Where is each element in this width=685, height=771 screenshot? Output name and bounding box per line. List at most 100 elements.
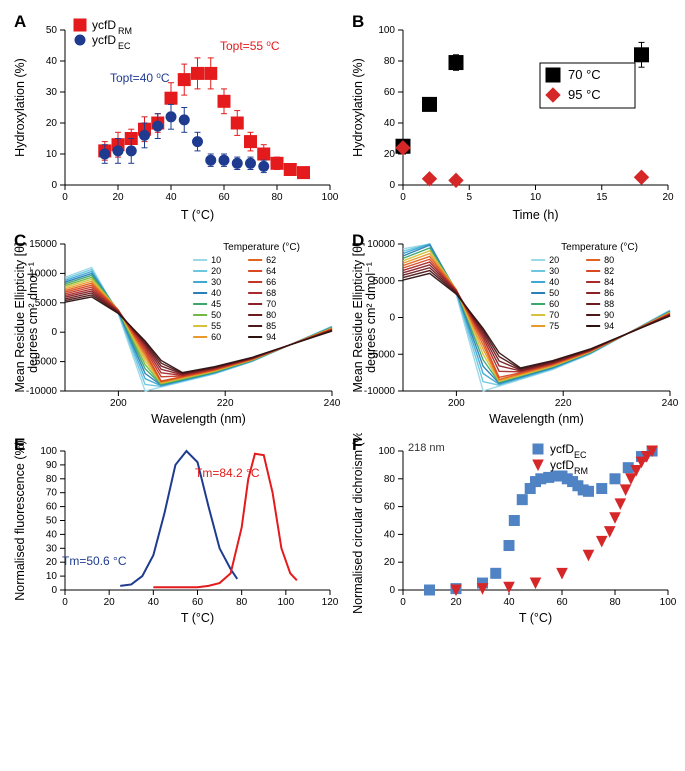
svg-text:Tm=50.6 °C: Tm=50.6 °C bbox=[62, 554, 127, 568]
svg-text:60: 60 bbox=[218, 192, 230, 203]
svg-text:0: 0 bbox=[62, 597, 68, 608]
svg-text:240: 240 bbox=[662, 398, 678, 409]
svg-text:10: 10 bbox=[530, 192, 542, 203]
svg-text:64: 64 bbox=[266, 266, 276, 276]
svg-text:degrees cm² dmol⁻¹: degrees cm² dmol⁻¹ bbox=[26, 262, 40, 373]
svg-text:degrees cm² dmol⁻¹: degrees cm² dmol⁻¹ bbox=[364, 262, 378, 373]
svg-text:80: 80 bbox=[604, 255, 614, 265]
svg-text:40: 40 bbox=[549, 277, 559, 287]
svg-text:218 nm: 218 nm bbox=[408, 442, 445, 454]
svg-text:10000: 10000 bbox=[367, 239, 395, 250]
svg-text:0: 0 bbox=[51, 180, 57, 191]
svg-text:Mean Residue Ellipticity [θ]: Mean Residue Ellipticity [θ] bbox=[351, 242, 365, 392]
svg-text:86: 86 bbox=[604, 288, 614, 298]
svg-text:50: 50 bbox=[549, 288, 559, 298]
svg-text:20: 20 bbox=[211, 266, 221, 276]
svg-text:45: 45 bbox=[211, 299, 221, 309]
svg-text:220: 220 bbox=[555, 398, 572, 409]
svg-text:50: 50 bbox=[211, 310, 221, 320]
svg-text:20: 20 bbox=[450, 597, 462, 608]
svg-text:20: 20 bbox=[549, 255, 559, 265]
svg-text:80: 80 bbox=[384, 474, 396, 485]
panel-label-B: B bbox=[352, 12, 364, 32]
svg-text:0: 0 bbox=[389, 180, 395, 191]
svg-text:200: 200 bbox=[110, 398, 127, 409]
svg-text:-10000: -10000 bbox=[364, 386, 396, 397]
svg-text:94: 94 bbox=[266, 332, 276, 342]
svg-text:0: 0 bbox=[400, 192, 406, 203]
svg-text:30: 30 bbox=[46, 87, 58, 98]
svg-text:60: 60 bbox=[384, 87, 396, 98]
svg-text:40: 40 bbox=[384, 529, 396, 540]
panel-A: A02040608010001020304050T (°C)Hydroxylat… bbox=[10, 10, 340, 225]
svg-text:20: 20 bbox=[46, 118, 58, 129]
svg-text:Time (h): Time (h) bbox=[512, 208, 558, 222]
svg-text:T (°C): T (°C) bbox=[519, 611, 552, 625]
svg-text:60: 60 bbox=[549, 299, 559, 309]
svg-text:70: 70 bbox=[266, 299, 276, 309]
svg-text:Temperature (°C): Temperature (°C) bbox=[223, 242, 300, 253]
svg-text:20: 20 bbox=[112, 192, 124, 203]
svg-text:T (°C): T (°C) bbox=[181, 208, 214, 222]
svg-text:T (°C): T (°C) bbox=[181, 611, 214, 625]
svg-text:40: 40 bbox=[503, 597, 515, 608]
svg-text:Wavelength (nm): Wavelength (nm) bbox=[489, 412, 584, 426]
svg-text:0: 0 bbox=[389, 585, 395, 596]
svg-text:240: 240 bbox=[324, 398, 340, 409]
svg-text:70: 70 bbox=[46, 488, 58, 499]
svg-text:-10000: -10000 bbox=[26, 386, 58, 397]
panel-D: D200220240-10000-50000500010000Wavelengt… bbox=[348, 229, 678, 429]
panel-B: B05101520020406080100Time (h)Hydroxylati… bbox=[348, 10, 678, 225]
svg-text:60: 60 bbox=[556, 597, 568, 608]
svg-text:94: 94 bbox=[604, 321, 614, 331]
svg-text:80: 80 bbox=[384, 56, 396, 67]
svg-text:100: 100 bbox=[378, 25, 395, 36]
svg-text:Topt=55 oC: Topt=55 oC bbox=[220, 39, 280, 54]
svg-text:15: 15 bbox=[596, 192, 608, 203]
svg-text:Temperature (°C): Temperature (°C) bbox=[561, 242, 638, 253]
svg-text:85: 85 bbox=[266, 321, 276, 331]
panel-label-D: D bbox=[352, 231, 364, 251]
svg-text:62: 62 bbox=[266, 255, 276, 265]
svg-text:50: 50 bbox=[46, 516, 58, 527]
svg-text:100: 100 bbox=[40, 446, 57, 457]
svg-text:20: 20 bbox=[104, 597, 116, 608]
svg-text:70 °C: 70 °C bbox=[568, 67, 601, 82]
svg-text:40: 40 bbox=[165, 192, 177, 203]
svg-text:90: 90 bbox=[46, 460, 58, 471]
svg-text:0: 0 bbox=[51, 585, 57, 596]
svg-text:Hydroxylation (%): Hydroxylation (%) bbox=[351, 58, 365, 157]
svg-text:15000: 15000 bbox=[29, 239, 57, 250]
svg-text:100: 100 bbox=[660, 597, 677, 608]
svg-text:Tm=84.2 °C: Tm=84.2 °C bbox=[195, 466, 260, 480]
svg-text:Wavelength (nm): Wavelength (nm) bbox=[151, 412, 246, 426]
svg-text:50: 50 bbox=[46, 25, 58, 36]
svg-text:40: 40 bbox=[46, 56, 58, 67]
svg-text:30: 30 bbox=[46, 543, 58, 554]
svg-text:90: 90 bbox=[604, 310, 614, 320]
svg-text:66: 66 bbox=[266, 277, 276, 287]
svg-text:Normalised fluorescence (%): Normalised fluorescence (%) bbox=[13, 440, 27, 600]
svg-text:10: 10 bbox=[46, 571, 58, 582]
svg-text:20: 20 bbox=[384, 149, 396, 160]
svg-text:40: 40 bbox=[384, 118, 396, 129]
svg-text:60: 60 bbox=[211, 332, 221, 342]
svg-text:0: 0 bbox=[400, 597, 406, 608]
svg-text:5: 5 bbox=[466, 192, 472, 203]
svg-text:68: 68 bbox=[266, 288, 276, 298]
svg-text:100: 100 bbox=[378, 446, 395, 457]
svg-text:70: 70 bbox=[549, 310, 559, 320]
svg-text:200: 200 bbox=[448, 398, 465, 409]
svg-text:84: 84 bbox=[604, 277, 614, 287]
svg-text:0: 0 bbox=[62, 192, 68, 203]
panel-label-C: C bbox=[14, 231, 26, 251]
svg-text:40: 40 bbox=[211, 288, 221, 298]
svg-text:60: 60 bbox=[46, 502, 58, 513]
panel-E: E0204060801001200102030405060708090100T … bbox=[10, 433, 340, 628]
svg-text:10: 10 bbox=[46, 149, 58, 160]
svg-text:Hydroxylation (%): Hydroxylation (%) bbox=[13, 58, 27, 157]
svg-text:Normalised circular dichroism: Normalised circular dichroism (%) bbox=[351, 433, 365, 614]
svg-text:40: 40 bbox=[46, 529, 58, 540]
panel-label-A: A bbox=[14, 12, 26, 32]
svg-text:100: 100 bbox=[277, 597, 294, 608]
